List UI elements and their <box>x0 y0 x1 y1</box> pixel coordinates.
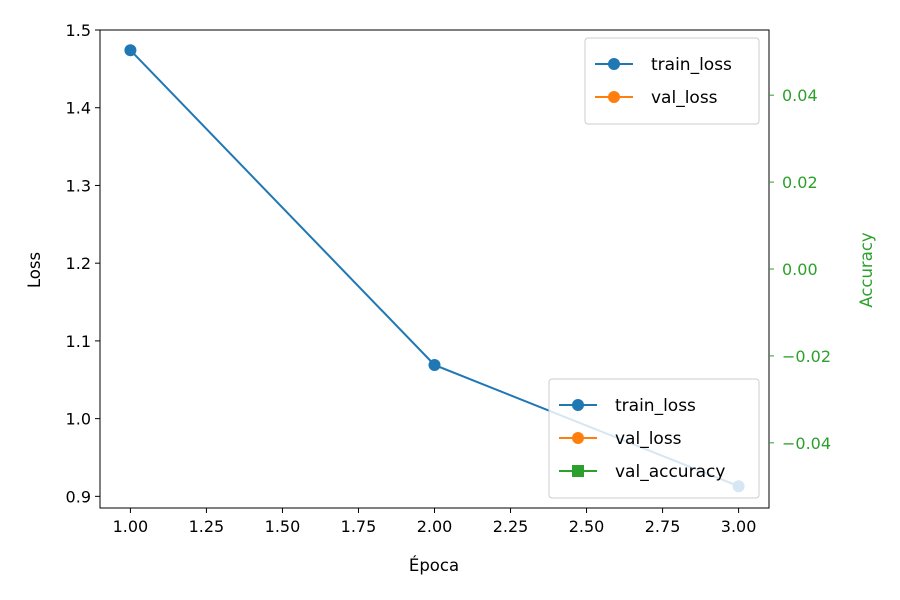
y2-axis-label: Accuracy <box>857 232 876 308</box>
x-tick-label: 1.50 <box>265 517 301 536</box>
x-tick-label: 1.00 <box>113 517 149 536</box>
data-point-train_loss <box>428 358 441 371</box>
legend-layer: train_loss val_loss train_loss val_loss val_… <box>548 37 760 499</box>
legend-lower-right: train_loss val_loss val_accuracy <box>548 378 760 499</box>
y-axis-right: −0.04 −0.02 0.00 0.02 0.04 <box>769 86 831 453</box>
x-tick-label: 3.00 <box>721 517 757 536</box>
y2-tick-label: 0.02 <box>782 173 818 192</box>
x-tick-label: 2.75 <box>645 517 681 536</box>
y-tick-label: 0.9 <box>66 487 91 506</box>
legend-label: val_accuracy <box>615 462 725 482</box>
legend-label: val_loss <box>651 88 718 108</box>
data-point-train_loss <box>124 44 137 57</box>
y-tick-label: 1.4 <box>66 99 91 118</box>
x-tick-label: 2.25 <box>493 517 529 536</box>
legend-swatch-marker <box>572 432 584 444</box>
x-tick-label: 2.50 <box>569 517 605 536</box>
y2-tick-label: 0.04 <box>782 86 818 105</box>
legend-swatch-marker <box>608 58 620 70</box>
legend-swatch-marker <box>572 399 584 411</box>
y-axis-label: Loss <box>25 252 44 288</box>
legend-box <box>584 37 760 125</box>
legend-label: train_loss <box>651 55 732 75</box>
y-tick-label: 1.1 <box>66 332 91 351</box>
x-tick-label: 2.00 <box>417 517 453 536</box>
y2-tick-label: −0.02 <box>782 347 831 366</box>
legend-swatch-marker <box>572 465 584 477</box>
y2-tick-label: 0.00 <box>782 260 818 279</box>
legend-label: val_loss <box>615 429 682 449</box>
legend-swatch-marker <box>608 91 620 103</box>
y-tick-label: 1.3 <box>66 176 91 195</box>
y-axis-left: 0.9 1.0 1.1 1.2 1.3 1.4 1.5 <box>66 21 100 506</box>
x-tick-label: 1.75 <box>341 517 377 536</box>
legend-box <box>548 378 760 499</box>
legend-label: train_loss <box>615 396 696 416</box>
x-tick-label: 1.25 <box>189 517 225 536</box>
y-tick-label: 1.0 <box>66 410 91 429</box>
y-tick-label: 1.2 <box>66 254 91 273</box>
y-tick-label: 1.5 <box>66 21 91 40</box>
y2-tick-label: −0.04 <box>782 434 831 453</box>
x-axis: 1.00 1.25 1.50 1.75 2.00 2.25 2.50 2.75 3.00 <box>113 508 757 536</box>
legend-upper-right: train_loss val_loss <box>584 37 760 125</box>
x-axis-label: Época <box>409 556 459 575</box>
